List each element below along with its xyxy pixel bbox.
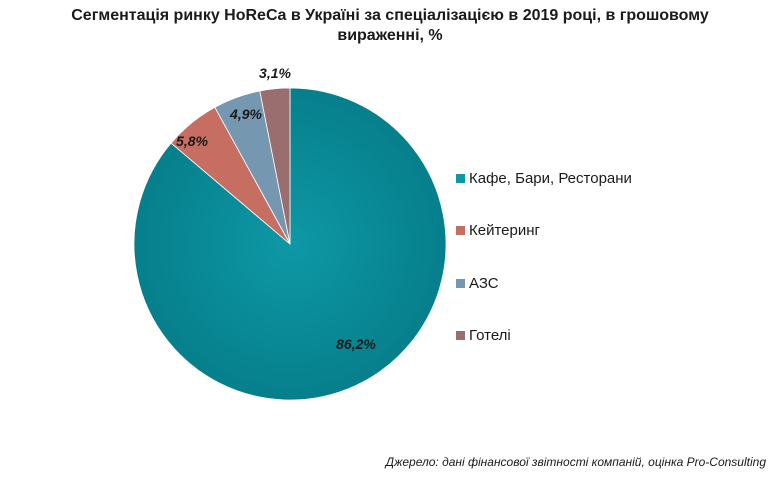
data-label-gas-stations: 4,9%: [229, 106, 262, 122]
pie-slice-hotels: [259, 87, 291, 245]
legend-swatch-catering: [456, 226, 465, 236]
legend-swatch-gas-stations: [456, 278, 465, 288]
chart-title-line-1: Сегментація ринку HoReCa в Україні за сп…: [71, 7, 709, 24]
legend-label-hotels: Готелі: [469, 327, 511, 345]
source-note: Джерело: дані фінансової звітності компа…: [385, 455, 766, 469]
legend-item-hotels: Готелі: [456, 310, 632, 363]
data-label-cafe: 86,2%: [336, 336, 376, 352]
data-label-hotels: 3,1%: [259, 65, 291, 81]
legend-label-cafe: Кафе, Бари, Ресторани: [469, 169, 632, 187]
legend-item-cafe: Кафе, Бари, Ресторани: [456, 152, 632, 205]
legend-item-catering: Кейтеринг: [456, 205, 632, 258]
legend-swatch-hotels: [456, 331, 465, 341]
chart-legend: Кафе, Бари, Ресторани Кейтеринг АЗС Готе…: [456, 152, 632, 362]
legend-label-catering: Кейтеринг: [469, 222, 540, 240]
chart-title: Сегментація ринку HoReCa в Україні за сп…: [0, 6, 780, 46]
legend-label-gas-stations: АЗС: [469, 274, 499, 292]
data-label-catering: 5,8%: [176, 133, 208, 149]
legend-swatch-cafe: [456, 173, 465, 183]
legend-item-gas-stations: АЗС: [456, 257, 632, 310]
chart-title-line-2: вираженні, %: [337, 27, 443, 44]
